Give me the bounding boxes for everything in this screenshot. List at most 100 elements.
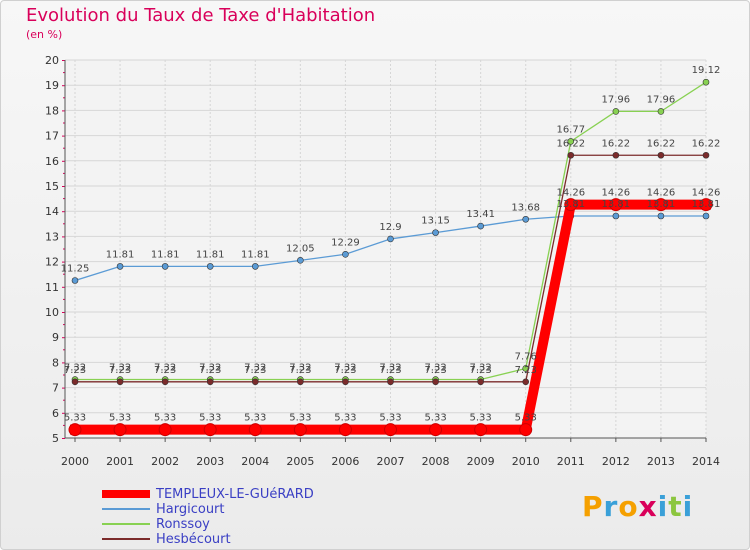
legend-swatch-hesbecourt (102, 538, 150, 540)
data-label-2: 7.76 (515, 351, 537, 362)
data-point-1 (702, 212, 710, 220)
data-label-2: 19.12 (692, 65, 721, 76)
x-tick-label: 2013 (647, 455, 675, 468)
data-label-0: 14.26 (602, 188, 631, 199)
data-label-2: 7.32 (64, 363, 86, 374)
x-tick-label: 2009 (467, 455, 495, 468)
x-tick-label: 2002 (151, 455, 179, 468)
legend-swatch-ronssoy (102, 523, 150, 525)
data-label-1: 13.81 (602, 199, 631, 210)
data-label-0: 14.26 (556, 188, 585, 199)
y-tick-label: 5 (52, 432, 59, 445)
legend-item-hargicourt[interactable]: Hargicourt (102, 501, 225, 517)
data-point-0 (293, 423, 307, 437)
data-labels: 5.33 5.33 5.33 5.33 5.33 5.33 5.33 5.33 5.33 5.33… (61, 65, 721, 424)
series-group (68, 78, 713, 437)
data-point-1 (161, 263, 169, 270)
data-label-2: 7.32 (154, 363, 176, 374)
x-tick-label: 2010 (512, 455, 540, 468)
data-point-0 (248, 423, 262, 437)
x-tick-label: 2007 (377, 455, 405, 468)
data-point-3 (522, 378, 530, 386)
data-point-0 (654, 198, 668, 212)
data-label-3: 7.23 (334, 365, 356, 376)
data-point-1 (387, 235, 394, 243)
data-label-3: 7.23 (109, 365, 131, 376)
data-label-2: 7.32 (379, 363, 401, 374)
proxiti-logo[interactable]: Proxiti (582, 490, 693, 523)
unit-label: (en %) (26, 28, 63, 41)
y-tick-label: 9 (52, 331, 59, 344)
data-label-0: 14.26 (647, 188, 676, 199)
data-label-1: 13.81 (556, 199, 585, 210)
data-label-1: 11.81 (196, 249, 225, 260)
data-point-0 (429, 423, 443, 437)
legend-item-ronssoy[interactable]: Ronssoy (102, 517, 210, 532)
data-label-3: 7.23 (64, 365, 86, 376)
data-label-1: 13.68 (511, 202, 540, 213)
data-point-2 (702, 78, 710, 86)
data-point-0 (699, 198, 713, 212)
data-point-0 (68, 423, 82, 437)
x-tick-label: 2001 (106, 455, 134, 468)
data-point-1 (477, 222, 484, 230)
data-point-1 (612, 212, 620, 220)
x-tick-label: 2000 (61, 455, 89, 468)
y-tick-label: 18 (45, 104, 59, 117)
data-point-1 (71, 277, 79, 284)
y-tick-label: 15 (45, 180, 59, 193)
data-point-0 (564, 198, 578, 212)
data-point-2 (567, 138, 575, 145)
legend-swatch-hargicourt (102, 508, 150, 510)
data-point-1 (251, 263, 259, 270)
data-label-0: 5.33 (334, 413, 356, 424)
data-point-3 (297, 378, 304, 386)
x-tick-label: 2014 (692, 455, 720, 468)
data-point-1 (432, 229, 439, 236)
data-label-0: 5.33 (109, 413, 131, 424)
logo-letter: x (638, 490, 658, 523)
data-label-1: 13.15 (421, 216, 450, 227)
y-tick-label: 11 (45, 281, 59, 294)
data-point-1 (116, 263, 124, 270)
data-point-3 (432, 378, 439, 386)
data-point-1 (297, 257, 304, 264)
y-tick-label: 13 (45, 230, 59, 243)
y-tick-label: 8 (52, 356, 59, 369)
logo-letter: r (603, 490, 619, 523)
data-point-1 (657, 212, 665, 220)
logo-letter: i (657, 490, 669, 523)
data-point-2 (612, 108, 620, 115)
data-label-1: 11.81 (241, 249, 270, 260)
data-label-1: 12.9 (379, 222, 401, 233)
data-label-2: 17.96 (647, 94, 676, 105)
data-label-1: 11.81 (106, 249, 135, 260)
data-label-2: 7.32 (334, 363, 356, 374)
data-label-0: 5.33 (289, 413, 311, 424)
data-point-3 (657, 151, 665, 159)
data-label-3: 16.22 (647, 138, 676, 149)
legend-label-hargicourt: Hargicourt (156, 501, 225, 517)
logo-letter: o (618, 490, 639, 523)
y-tick-label: 20 (45, 54, 59, 67)
data-label-0: 5.33 (424, 413, 446, 424)
data-point-3 (567, 151, 575, 159)
data-point-3 (702, 151, 710, 159)
data-point-1 (342, 250, 349, 258)
data-label-3: 16.22 (602, 138, 631, 149)
data-label-2: 7.32 (199, 363, 221, 374)
legend-item-hesbecourt[interactable]: Hesbécourt (102, 532, 231, 547)
data-label-2: 7.32 (424, 363, 446, 374)
data-label-0: 14.26 (692, 188, 721, 199)
logo-letter: P (582, 490, 604, 523)
data-point-3 (612, 151, 620, 159)
data-label-0: 5.33 (199, 413, 221, 424)
legend-item-templeux[interactable]: TEMPLEUX-LE-GUéRARD (102, 487, 314, 502)
logo-letter: i (682, 490, 694, 523)
data-label-3: 7.23 (424, 365, 446, 376)
data-label-3: 7.23 (379, 365, 401, 376)
data-point-3 (206, 378, 214, 386)
data-label-1: 13.81 (692, 199, 721, 210)
y-tick-label: 10 (45, 306, 59, 319)
